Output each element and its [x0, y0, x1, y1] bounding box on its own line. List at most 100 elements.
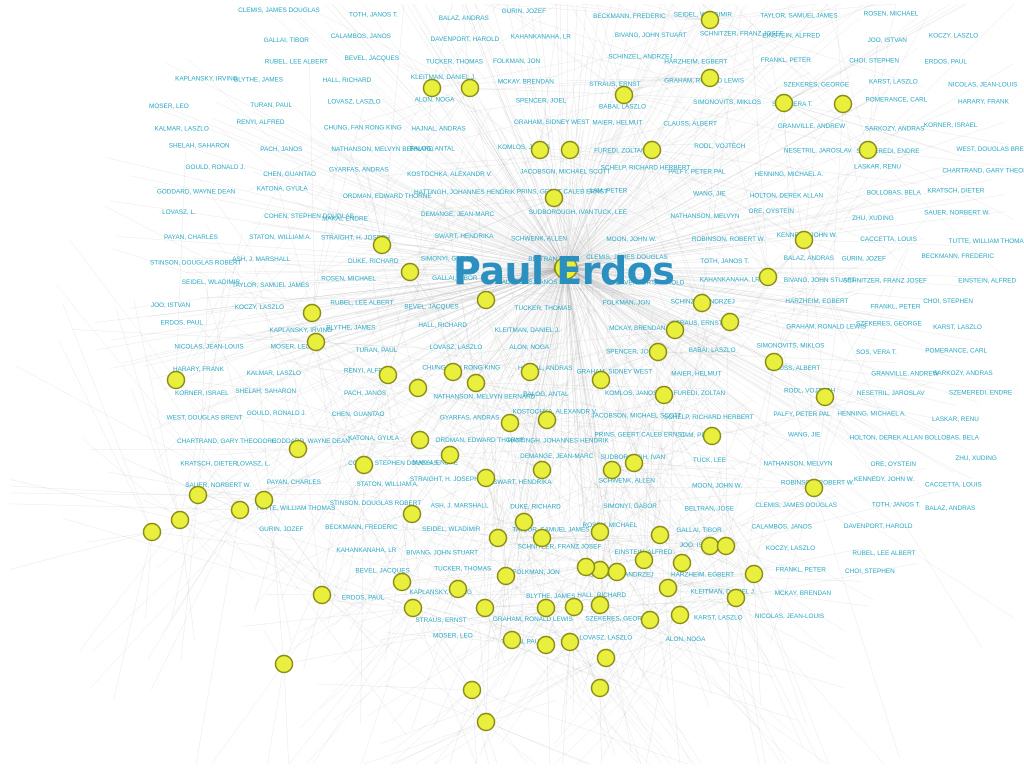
author-node[interactable] [274, 654, 294, 674]
author-label: PACH, JANOS [344, 390, 386, 397]
author-node[interactable] [537, 410, 557, 430]
author-node[interactable] [602, 460, 622, 480]
author-node[interactable] [166, 370, 186, 390]
author-node[interactable] [530, 140, 550, 160]
author-node[interactable] [488, 528, 508, 548]
author-node[interactable] [302, 303, 322, 323]
author-node[interactable] [475, 598, 495, 618]
author-node[interactable] [720, 312, 740, 332]
author-node[interactable] [410, 430, 430, 450]
author-node[interactable] [665, 320, 685, 340]
author-node[interactable] [764, 352, 784, 372]
author-node[interactable] [591, 370, 611, 390]
author-node[interactable] [536, 635, 556, 655]
author-node[interactable] [744, 564, 764, 584]
edge-line [363, 464, 474, 628]
edge-line [401, 570, 488, 583]
author-node[interactable] [440, 445, 460, 465]
author-node[interactable] [462, 680, 482, 700]
author-node[interactable] [288, 439, 308, 459]
author-node[interactable] [815, 387, 835, 407]
author-node[interactable] [670, 605, 690, 625]
edge-line [408, 83, 567, 269]
author-node[interactable] [624, 453, 644, 473]
author-node[interactable] [590, 522, 610, 542]
author-node[interactable] [672, 553, 692, 573]
edge-line [565, 94, 879, 269]
author-node[interactable] [378, 365, 398, 385]
author-node[interactable] [422, 78, 442, 98]
author-node[interactable] [476, 468, 496, 488]
author-node[interactable] [858, 140, 878, 160]
author-node[interactable] [460, 78, 480, 98]
author-node[interactable] [634, 550, 654, 570]
author-node[interactable] [726, 588, 746, 608]
author-node[interactable] [500, 413, 520, 433]
author-node[interactable] [408, 378, 428, 398]
author-node[interactable] [372, 235, 392, 255]
edge-line [113, 531, 153, 699]
author-node[interactable] [448, 579, 468, 599]
author-node[interactable] [702, 426, 722, 446]
author-node[interactable] [544, 188, 564, 208]
author-node[interactable] [496, 566, 516, 586]
author-node[interactable] [502, 630, 522, 650]
author-node[interactable] [774, 93, 794, 113]
author-node[interactable] [254, 490, 274, 510]
hub-node[interactable] [554, 256, 578, 280]
author-node[interactable] [658, 578, 678, 598]
author-label: HAJNAL, ANDRAS [411, 125, 465, 132]
author-node[interactable] [700, 10, 720, 30]
author-node[interactable] [306, 332, 326, 352]
author-node[interactable] [590, 678, 610, 698]
author-node[interactable] [354, 455, 374, 475]
edge-line [401, 447, 535, 583]
author-node[interactable] [536, 598, 556, 618]
author-node[interactable] [596, 648, 616, 668]
author-node[interactable] [716, 536, 736, 556]
edge-line [698, 4, 769, 278]
author-node[interactable] [700, 68, 720, 88]
author-node[interactable] [642, 140, 662, 160]
author-node[interactable] [476, 290, 496, 310]
author-node[interactable] [607, 562, 627, 582]
edge-line [497, 575, 507, 665]
author-node[interactable] [794, 230, 814, 250]
author-node[interactable] [520, 362, 540, 382]
author-node[interactable] [392, 572, 412, 592]
author-node[interactable] [230, 500, 250, 520]
author-node[interactable] [400, 262, 420, 282]
author-node[interactable] [466, 373, 486, 393]
author-node[interactable] [650, 525, 670, 545]
edge-line [508, 267, 567, 379]
edge-line [471, 689, 477, 765]
edge-line [505, 575, 671, 765]
author-node[interactable] [403, 598, 423, 618]
author-node[interactable] [804, 478, 824, 498]
author-node[interactable] [700, 536, 720, 556]
author-node[interactable] [402, 504, 422, 524]
author-node[interactable] [170, 510, 190, 530]
author-label: NATHANSON, MELVYN [671, 213, 740, 220]
author-node[interactable] [564, 597, 584, 617]
author-node[interactable] [614, 85, 634, 105]
author-node[interactable] [560, 140, 580, 160]
author-node[interactable] [833, 94, 853, 114]
author-node[interactable] [560, 632, 580, 652]
author-node[interactable] [758, 267, 778, 287]
author-node[interactable] [692, 293, 712, 313]
author-node[interactable] [532, 460, 552, 480]
author-node[interactable] [654, 385, 674, 405]
author-node[interactable] [312, 585, 332, 605]
author-node[interactable] [648, 342, 668, 362]
author-node[interactable] [188, 485, 208, 505]
author-node[interactable] [640, 610, 660, 630]
author-node[interactable] [576, 557, 596, 577]
author-node[interactable] [443, 362, 463, 382]
author-node[interactable] [142, 522, 162, 542]
author-node[interactable] [514, 512, 534, 532]
author-node[interactable] [590, 595, 610, 615]
author-node[interactable] [476, 712, 496, 732]
edge-line [600, 379, 806, 447]
author-node[interactable] [532, 528, 552, 548]
